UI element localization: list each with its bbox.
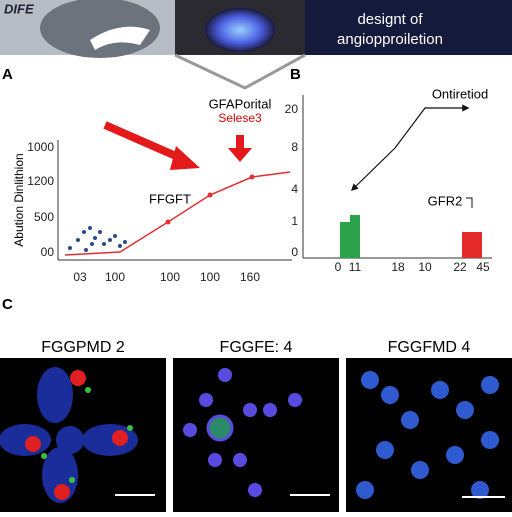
bar bbox=[340, 222, 352, 258]
scale-bar bbox=[115, 494, 505, 498]
bar bbox=[350, 215, 360, 258]
curve-points bbox=[165, 174, 255, 225]
curve bbox=[64, 171, 291, 256]
y-tick-label: 0 bbox=[291, 245, 298, 259]
x-tick-label: 10 bbox=[418, 260, 432, 274]
arrow bbox=[170, 146, 200, 170]
micrograph-title: FGGFMD 4 bbox=[388, 339, 471, 356]
y-axis-label: Abution Dinlithion bbox=[12, 153, 26, 246]
micrograph-title: FGGFE: 4 bbox=[220, 339, 293, 356]
y-tick-label: 00 bbox=[41, 245, 55, 259]
panel-label: A bbox=[2, 66, 13, 83]
micrograph-title: FGGPMD 2 bbox=[41, 339, 125, 356]
photo-right bbox=[305, 0, 512, 55]
photo-detail bbox=[90, 26, 150, 50]
x-tick-label: 11 bbox=[349, 260, 362, 274]
y-tick-label: 8 bbox=[291, 140, 298, 154]
photo-blob bbox=[205, 8, 275, 52]
y-tick-label: 4 bbox=[291, 182, 298, 196]
annotation: GFAPorital bbox=[209, 96, 272, 111]
banner-label: DIFE bbox=[4, 1, 34, 16]
series-label: FFGFT bbox=[149, 191, 191, 206]
x-tick-label: 03 bbox=[73, 270, 87, 284]
x-tick-label: 18 bbox=[391, 260, 405, 274]
x-tick-label: 160 bbox=[240, 270, 260, 284]
bar bbox=[462, 232, 482, 258]
funnel bbox=[174, 53, 306, 90]
y-tick-label: 20 bbox=[285, 102, 299, 116]
bracket bbox=[466, 197, 473, 208]
x-tick-label: 22 bbox=[453, 260, 467, 274]
panel-label: B bbox=[290, 66, 301, 83]
y-tick-label: 1000 bbox=[27, 140, 54, 154]
annotation: Selese3 bbox=[218, 111, 262, 125]
photo-detail bbox=[40, 0, 160, 58]
micrograph-content bbox=[0, 367, 499, 503]
bar-label: GFR2 bbox=[428, 193, 463, 208]
y-tick-label: 500 bbox=[34, 210, 54, 224]
x-tick-label: 100 bbox=[200, 270, 220, 284]
y-tick-label: 1 bbox=[291, 214, 298, 228]
annotation: Ontiretiod bbox=[432, 86, 488, 101]
y-tick-label: 1200 bbox=[27, 174, 54, 188]
arrow bbox=[228, 135, 252, 162]
x-tick-label: 100 bbox=[160, 270, 180, 284]
x-tick-label: 100 bbox=[105, 270, 125, 284]
trend bbox=[350, 147, 396, 192]
x-tick-label: 0 bbox=[335, 260, 342, 274]
trend bbox=[394, 104, 470, 149]
scatter bbox=[68, 226, 127, 252]
banner-title: angiopproiletion bbox=[337, 31, 443, 48]
arrow bbox=[103, 121, 187, 164]
panel-label: C bbox=[2, 296, 13, 313]
banner-title: designt of bbox=[357, 11, 423, 28]
x-tick-label: 45 bbox=[476, 260, 490, 274]
